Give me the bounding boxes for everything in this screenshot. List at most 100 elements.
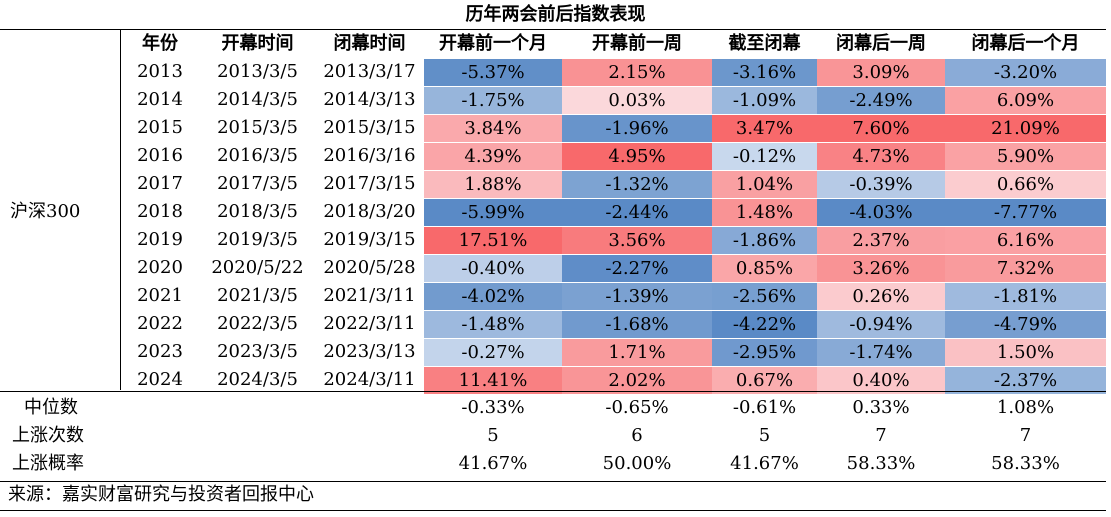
return-cell: 7.32% bbox=[945, 255, 1106, 282]
year-cell: 2015 bbox=[137, 117, 183, 138]
return-cell: -1.68% bbox=[562, 311, 712, 338]
column-header: 开幕前一个月 bbox=[439, 33, 547, 54]
year-cell: 2013 bbox=[137, 61, 183, 82]
summary-value: 58.33% bbox=[991, 453, 1060, 474]
summary-value: 6 bbox=[631, 425, 643, 446]
open-date-cell: 2017/3/5 bbox=[217, 173, 298, 194]
return-cell: -4.22% bbox=[712, 311, 817, 338]
return-cell: 0.67% bbox=[712, 367, 817, 394]
summary-label: 上涨概率 bbox=[12, 453, 84, 474]
return-cell: -4.02% bbox=[424, 283, 562, 310]
return-cell: 3.56% bbox=[562, 227, 712, 254]
summary-label: 上涨次数 bbox=[12, 425, 84, 446]
top-rule bbox=[0, 29, 1106, 30]
return-cell: 3.26% bbox=[817, 255, 945, 282]
column-header: 闭幕后一个月 bbox=[971, 33, 1080, 54]
summary-value: 0.33% bbox=[852, 397, 910, 418]
return-cell: -0.12% bbox=[712, 143, 817, 170]
return-cell: -5.37% bbox=[424, 59, 562, 86]
open-date-cell: 2013/3/5 bbox=[217, 61, 298, 82]
year-cell: 2017 bbox=[137, 173, 183, 194]
summary-value: -0.33% bbox=[461, 397, 525, 418]
return-cell: 21.09% bbox=[945, 115, 1106, 142]
return-cell: 7.60% bbox=[817, 115, 945, 142]
summary-value: 58.33% bbox=[846, 453, 916, 474]
open-date-cell: 2019/3/5 bbox=[217, 229, 298, 250]
close-date-cell: 2022/3/11 bbox=[323, 313, 416, 334]
return-cell: -1.75% bbox=[424, 87, 562, 114]
return-cell: 5.90% bbox=[945, 143, 1106, 170]
close-date-cell: 2014/3/13 bbox=[323, 89, 416, 110]
summary-value: 7 bbox=[1019, 425, 1032, 446]
return-cell: -1.81% bbox=[945, 283, 1106, 310]
open-date-cell: 2016/3/5 bbox=[217, 145, 298, 166]
summary-value: -0.65% bbox=[605, 397, 669, 418]
year-cell: 2018 bbox=[137, 201, 183, 222]
close-date-cell: 2018/3/20 bbox=[323, 201, 416, 222]
summary-value: 1.08% bbox=[996, 397, 1055, 418]
year-cell: 2022 bbox=[137, 313, 183, 334]
return-cell: 17.51% bbox=[424, 227, 562, 254]
open-date-cell: 2023/3/5 bbox=[217, 341, 298, 362]
return-cell: -7.77% bbox=[945, 199, 1106, 226]
column-header: 开幕时间 bbox=[221, 33, 294, 54]
year-cell: 2016 bbox=[137, 145, 183, 166]
close-date-cell: 2020/5/28 bbox=[323, 257, 416, 278]
open-date-cell: 2014/3/5 bbox=[217, 89, 298, 110]
column-header: 截至闭幕 bbox=[728, 33, 801, 54]
return-cell: -1.74% bbox=[817, 339, 945, 366]
open-date-cell: 2021/3/5 bbox=[217, 285, 298, 306]
return-cell: 2.15% bbox=[562, 59, 712, 86]
return-cell: 1.04% bbox=[712, 171, 817, 198]
return-cell: -2.44% bbox=[562, 199, 712, 226]
return-cell: 1.71% bbox=[562, 339, 712, 366]
summary-value: 41.67% bbox=[458, 453, 528, 474]
column-header: 年份 bbox=[142, 33, 178, 54]
close-date-cell: 2016/3/16 bbox=[323, 145, 416, 166]
return-cell: 0.66% bbox=[945, 171, 1106, 198]
return-cell: -0.27% bbox=[424, 339, 562, 366]
group-divider bbox=[120, 30, 121, 390]
return-cell: -2.27% bbox=[562, 255, 712, 282]
open-date-cell: 2020/5/22 bbox=[211, 257, 304, 278]
bottom-rule bbox=[0, 510, 1106, 511]
return-cell: -2.37% bbox=[945, 367, 1106, 394]
summary-value: 5 bbox=[487, 425, 499, 446]
return-cell: 0.26% bbox=[817, 283, 945, 310]
return-cell: 4.73% bbox=[817, 143, 945, 170]
close-date-cell: 2017/3/15 bbox=[323, 173, 416, 194]
return-cell: -1.86% bbox=[712, 227, 817, 254]
open-date-cell: 2022/3/5 bbox=[217, 313, 298, 334]
body-rule bbox=[0, 391, 1106, 392]
column-header: 闭幕后一周 bbox=[836, 33, 926, 54]
year-cell: 2024 bbox=[137, 369, 183, 390]
return-cell: 6.09% bbox=[945, 87, 1106, 114]
close-date-cell: 2015/3/15 bbox=[323, 117, 416, 138]
close-date-cell: 2021/3/11 bbox=[323, 285, 416, 306]
return-cell: 3.84% bbox=[424, 115, 562, 142]
return-cell: 6.16% bbox=[945, 227, 1106, 254]
close-date-cell: 2023/3/13 bbox=[323, 341, 416, 362]
return-cell: -1.09% bbox=[712, 87, 817, 114]
return-cell: -1.32% bbox=[562, 171, 712, 198]
return-cell: -1.39% bbox=[562, 283, 712, 310]
year-cell: 2021 bbox=[137, 285, 183, 306]
year-cell: 2023 bbox=[137, 341, 183, 362]
summary-value: 5 bbox=[758, 425, 771, 446]
close-date-cell: 2024/3/11 bbox=[323, 369, 416, 390]
return-cell: -1.48% bbox=[424, 311, 562, 338]
open-date-cell: 2018/3/5 bbox=[217, 201, 298, 222]
return-cell: -1.96% bbox=[562, 115, 712, 142]
return-cell: 3.09% bbox=[817, 59, 945, 86]
close-date-cell: 2019/3/15 bbox=[323, 229, 416, 250]
summary-value: 7 bbox=[875, 425, 887, 446]
return-cell: 4.95% bbox=[562, 143, 712, 170]
table-title: 历年两会前后指数表现 bbox=[465, 4, 646, 25]
summary-value: 41.67% bbox=[730, 453, 799, 474]
summary-label: 中位数 bbox=[24, 397, 78, 418]
return-cell: 11.41% bbox=[424, 367, 562, 394]
return-cell: -4.03% bbox=[817, 199, 945, 226]
group-label: 沪深300 bbox=[10, 201, 81, 222]
return-cell: 0.85% bbox=[712, 255, 817, 282]
